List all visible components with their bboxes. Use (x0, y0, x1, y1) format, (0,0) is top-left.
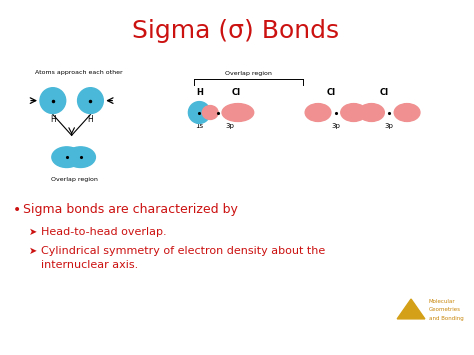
Text: 3p: 3p (331, 124, 340, 130)
Ellipse shape (66, 147, 95, 168)
Ellipse shape (222, 104, 254, 121)
Ellipse shape (52, 147, 82, 168)
Text: Cylindrical symmetry of electron density about the: Cylindrical symmetry of electron density… (41, 246, 325, 256)
Text: •: • (13, 203, 21, 217)
Text: Cl: Cl (231, 88, 240, 97)
Ellipse shape (394, 104, 420, 121)
Text: Sigma bonds are characterized by: Sigma bonds are characterized by (23, 203, 238, 216)
Text: Head-to-head overlap.: Head-to-head overlap. (41, 226, 166, 236)
Text: Atoms approach each other: Atoms approach each other (35, 70, 122, 75)
Ellipse shape (40, 88, 66, 114)
Text: H: H (88, 115, 93, 124)
Ellipse shape (188, 102, 210, 124)
Text: Molecular: Molecular (429, 299, 456, 304)
Text: 3p: 3p (385, 124, 394, 130)
Polygon shape (397, 299, 425, 319)
Text: H: H (196, 88, 203, 97)
Text: ➤: ➤ (29, 246, 37, 256)
Text: internuclear axis.: internuclear axis. (41, 260, 138, 270)
Ellipse shape (359, 104, 384, 121)
Text: Cl: Cl (380, 88, 389, 97)
Text: and Bonding: and Bonding (429, 316, 464, 321)
Ellipse shape (341, 104, 366, 121)
Ellipse shape (78, 88, 103, 114)
Text: Overlap region: Overlap region (51, 178, 98, 182)
Text: Sigma (σ) Bonds: Sigma (σ) Bonds (132, 19, 339, 43)
Text: 3p: 3p (226, 124, 235, 130)
Text: Cl: Cl (326, 88, 336, 97)
Text: Geometries: Geometries (429, 307, 461, 312)
Ellipse shape (202, 105, 218, 120)
Text: 1s: 1s (195, 124, 203, 130)
Text: Overlap region: Overlap region (225, 71, 272, 76)
Text: H: H (50, 115, 56, 124)
Ellipse shape (305, 104, 331, 121)
Text: ➤: ➤ (29, 226, 37, 236)
